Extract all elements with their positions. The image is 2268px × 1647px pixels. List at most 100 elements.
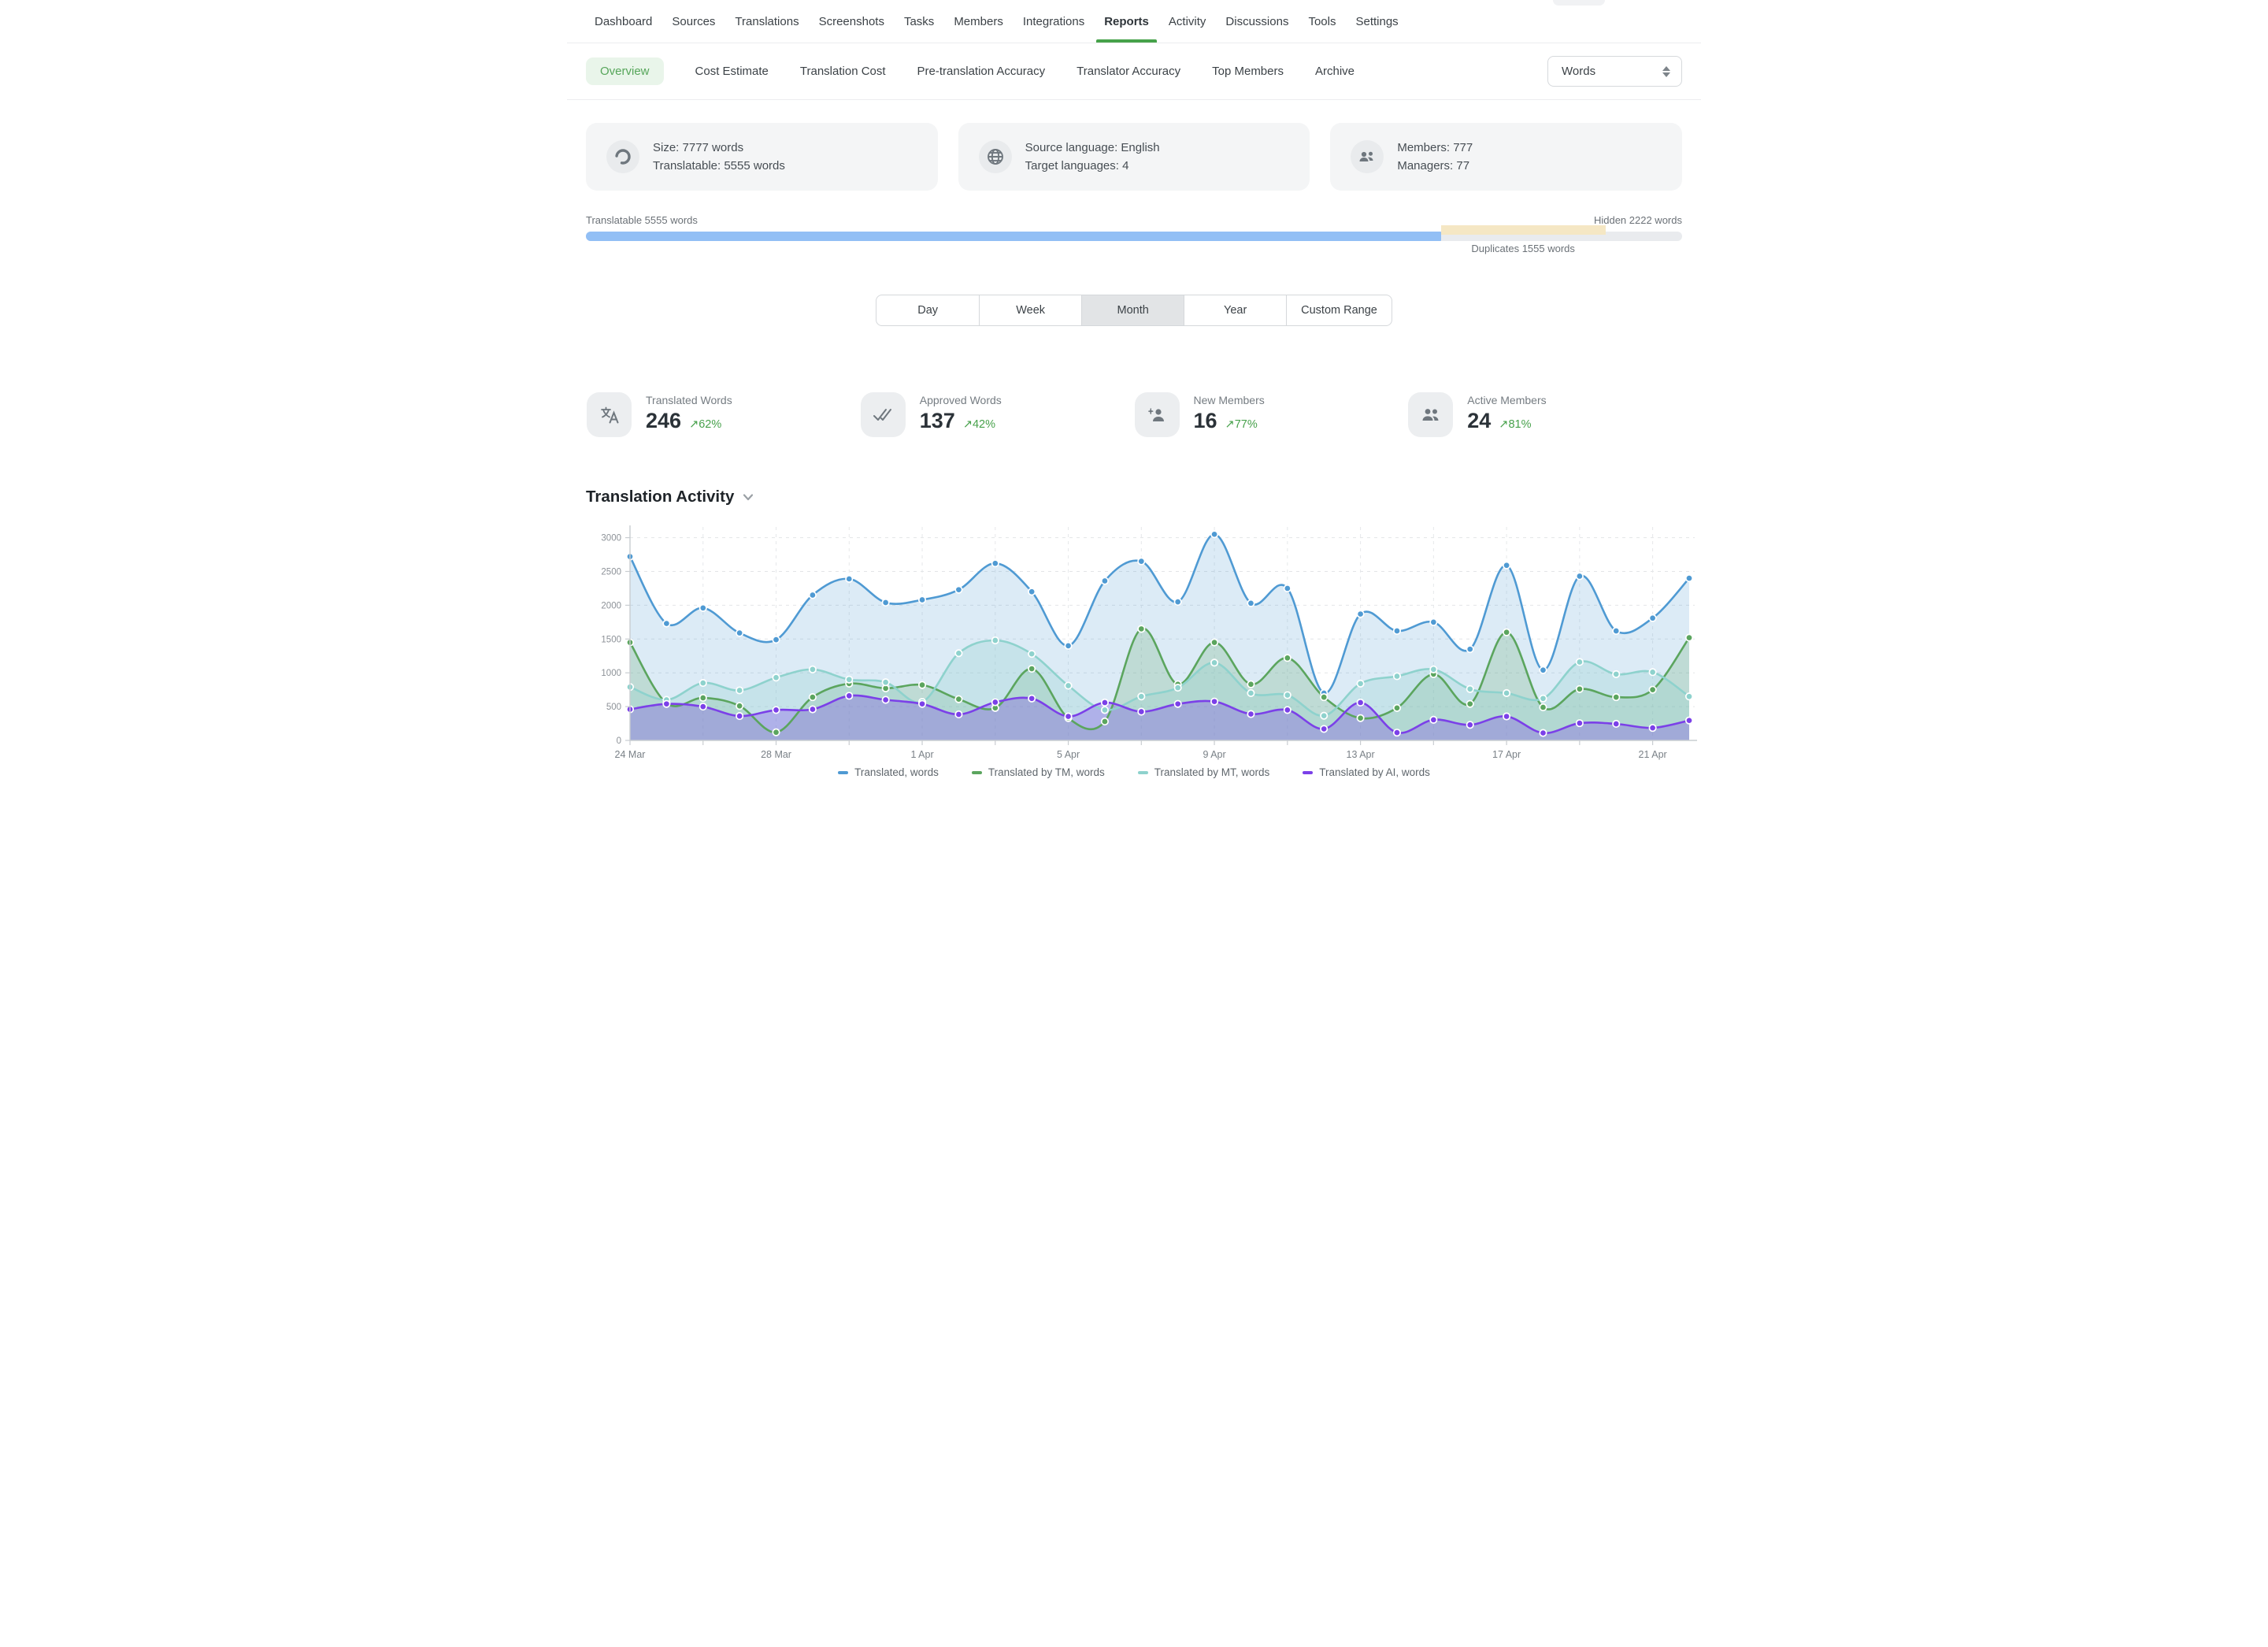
range-tab-year[interactable]: Year — [1184, 295, 1286, 325]
top-nav-item-translations[interactable]: Translations — [735, 0, 799, 43]
top-nav-item-sources[interactable]: Sources — [672, 0, 715, 43]
top-nav-item-label: Screenshots — [819, 15, 884, 28]
reports-tab-translator-accuracy[interactable]: Translator Accuracy — [1077, 57, 1180, 85]
chevron-down-icon[interactable] — [742, 491, 754, 503]
y-axis-tick-label: 500 — [606, 703, 621, 712]
series-point — [1503, 629, 1510, 636]
series-point — [1467, 700, 1473, 707]
stat-value: 16 — [1194, 409, 1217, 433]
stat-value: 137 — [920, 409, 955, 433]
series-point — [700, 680, 706, 686]
legend-label: Translated by MT, words — [1154, 766, 1270, 778]
date-range-tabs: DayWeekMonthYearCustom Range — [876, 295, 1392, 326]
reports-tab-archive[interactable]: Archive — [1315, 57, 1354, 85]
double-check-icon — [861, 392, 906, 437]
series-point — [1211, 531, 1217, 537]
series-point — [663, 620, 669, 626]
top-nav-item-label: Members — [954, 15, 1003, 28]
range-tab-day[interactable]: Day — [876, 295, 979, 325]
series-point — [955, 696, 962, 702]
duplicates-words-label: Duplicates 1555 words — [1471, 243, 1575, 254]
series-point — [846, 677, 852, 683]
top-nav-items: Dashboard Sources Translations Screenshots T… — [595, 0, 1399, 43]
top-nav-item-label: Dashboard — [595, 15, 652, 28]
series-point — [1540, 729, 1546, 736]
series-point — [1394, 628, 1400, 634]
series-point — [992, 637, 999, 644]
series-point — [1211, 659, 1217, 666]
series-point — [1065, 643, 1071, 649]
reports-tab-cost-estimate[interactable]: Cost Estimate — [695, 57, 769, 85]
summary-card-line: Target languages: 4 — [1025, 157, 1160, 175]
x-axis-tick-label: 5 Apr — [1057, 749, 1080, 760]
stat-value: 24 — [1467, 409, 1491, 433]
legend-swatch — [972, 771, 982, 774]
series-point — [1065, 682, 1071, 688]
series-point — [773, 707, 779, 713]
series-point — [1247, 600, 1254, 606]
series-point — [1613, 671, 1619, 677]
series-point — [919, 596, 925, 603]
summary-card: Size: 7777 wordsTranslatable: 5555 words — [586, 123, 938, 191]
top-nav-item-integrations[interactable]: Integrations — [1023, 0, 1084, 43]
series-point — [992, 560, 999, 566]
top-nav-item-activity[interactable]: Activity — [1169, 0, 1206, 43]
series-point — [882, 679, 888, 685]
series-point — [773, 636, 779, 643]
top-nav-item-dashboard[interactable]: Dashboard — [595, 0, 652, 43]
series-point — [1211, 698, 1217, 704]
range-tab-custom-range[interactable]: Custom Range — [1286, 295, 1392, 325]
series-point — [1102, 718, 1108, 725]
x-axis-tick-label: 1 Apr — [910, 749, 933, 760]
range-tab-week[interactable]: Week — [979, 295, 1081, 325]
people-icon — [1408, 392, 1453, 437]
series-point — [1028, 666, 1035, 672]
series-point — [1467, 686, 1473, 692]
series-point — [919, 681, 925, 688]
series-point — [1174, 684, 1180, 691]
reports-tab-top-members[interactable]: Top Members — [1212, 57, 1284, 85]
reports-tab-overview[interactable]: Overview — [586, 57, 664, 85]
series-point — [1357, 610, 1363, 617]
series-point — [700, 703, 706, 710]
series-point — [1102, 707, 1108, 713]
series-point — [736, 713, 743, 719]
legend-item-2[interactable]: Translated by TM, words — [972, 766, 1105, 778]
reports-tab-pre-translation-accuracy[interactable]: Pre-translation Accuracy — [917, 57, 1046, 85]
top-nav-item-tasks[interactable]: Tasks — [904, 0, 934, 43]
top-nav-item-tools[interactable]: Tools — [1308, 0, 1336, 43]
top-nav-item-label: Tools — [1308, 15, 1336, 28]
series-point — [1540, 704, 1546, 710]
series-point — [736, 629, 743, 636]
summary-card-line: Size: 7777 words — [653, 139, 785, 157]
series-point — [1503, 562, 1510, 569]
select-arrows-icon — [1662, 66, 1670, 77]
legend-item-1[interactable]: Translated, words — [838, 766, 939, 778]
top-nav-item-settings[interactable]: Settings — [1355, 0, 1398, 43]
top-nav-item-members[interactable]: Members — [954, 0, 1003, 43]
top-nav-item-label: Sources — [672, 15, 715, 28]
x-axis-tick-label: 21 Apr — [1639, 749, 1667, 760]
y-axis-tick-label: 3000 — [601, 534, 621, 543]
hidden-words-label: Hidden 2222 words — [1594, 214, 1682, 226]
stat-label: Active Members — [1467, 394, 1546, 406]
top-nav-item-reports[interactable]: Reports — [1104, 0, 1149, 43]
legend-item-4[interactable]: Translated by AI, words — [1303, 766, 1430, 778]
series-point — [1102, 699, 1108, 706]
legend-item-3[interactable]: Translated by MT, words — [1138, 766, 1270, 778]
stat-label: New Members — [1194, 394, 1265, 406]
series-point — [919, 700, 925, 707]
top-nav-item-discussions[interactable]: Discussions — [1225, 0, 1288, 43]
reports-tab-translation-cost[interactable]: Translation Cost — [800, 57, 886, 85]
series-point — [1138, 693, 1144, 699]
series-point — [810, 694, 816, 700]
series-point — [1247, 710, 1254, 717]
unit-select[interactable]: Words — [1547, 56, 1682, 87]
series-point — [1321, 712, 1327, 718]
translatable-words-label: Translatable 5555 words — [586, 214, 698, 226]
top-nav-item-screenshots[interactable]: Screenshots — [819, 0, 884, 43]
series-point — [1686, 693, 1692, 699]
range-tab-month[interactable]: Month — [1081, 295, 1184, 325]
translation-activity-section: Translation Activity 0500100015002000250… — [567, 488, 1701, 778]
top-nav-item-label: Reports — [1104, 15, 1149, 28]
